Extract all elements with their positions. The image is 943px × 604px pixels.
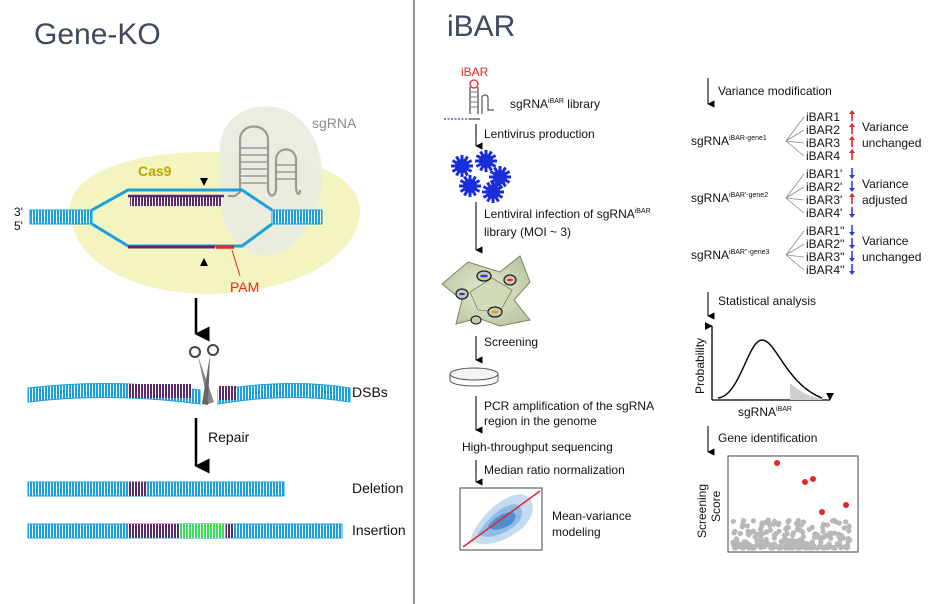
variance-note: Variance — [862, 234, 909, 248]
variance-note: Variance — [862, 177, 909, 191]
arrow-down-icon — [849, 181, 855, 192]
ibar-label: iBAR1' — [806, 167, 842, 181]
ibar-label: iBAR3'' — [806, 250, 845, 264]
sgrna-group-label: sgRNAiBAR'-gene2 — [691, 191, 768, 205]
ibar-label: iBAR1 — [806, 110, 840, 124]
deletion-label: Deletion — [352, 480, 403, 496]
pam-label: PAM — [230, 279, 259, 295]
sgrna-group-label: sgRNAiBAR''-gene3 — [691, 248, 770, 262]
gene-identification-step: Gene identification — [718, 431, 817, 445]
ibar-tag: iBAR — [461, 65, 489, 79]
insertion-segment — [180, 524, 226, 538]
ibar-label: iBAR4' — [806, 206, 842, 220]
end-5-label: 5' — [14, 219, 23, 233]
sgrna-group-2: sgRNAiBAR'-gene2 iBAR1'iBAR2'iBAR3'iBAR4'… — [691, 167, 909, 220]
normalization-step: Median ratio normalization — [484, 463, 625, 477]
statistical-analysis-step: Statistical analysis — [718, 294, 816, 308]
score-axis-label: Score — [709, 490, 723, 522]
arrow-up-icon — [849, 136, 855, 147]
variance-note: Variance — [862, 120, 909, 134]
ibar-label: iBAR4'' — [806, 263, 845, 277]
pcr-step: PCR amplification of the sgRNA — [484, 399, 654, 413]
probability-axis-label: Probability — [693, 338, 707, 394]
arrow-down-icon — [849, 225, 855, 236]
sgrna-axis-label: sgRNAiBAR — [738, 405, 792, 419]
pcr-step-line2: region in the genome — [484, 414, 597, 428]
ibar-title: iBAR — [447, 10, 515, 43]
dsbs-label: DSBs — [352, 384, 388, 400]
ibar-label: iBAR3 — [806, 136, 840, 150]
deletion-dna — [27, 481, 285, 497]
mean-variance-step-line2: modeling — [552, 525, 601, 539]
infection-step-line2: library (MOI ~ 3) — [484, 225, 571, 239]
lentivirus-step: Lentivirus production — [484, 127, 595, 141]
gene-ko-title: Gene-KO — [34, 18, 161, 51]
scissors-icon — [189, 344, 219, 405]
sgrna-label: sgRNA — [312, 115, 357, 131]
sgrna-stem-rungs — [241, 147, 295, 184]
arrow-down-icon — [849, 207, 855, 218]
sgrna-hairpin — [228, 125, 302, 198]
arrow-up-icon — [849, 193, 855, 204]
virus-particle-icon — [475, 150, 497, 172]
screening-score-plot — [727, 455, 859, 553]
cut-marker-top — [200, 178, 208, 186]
dna-right-duplex — [271, 209, 323, 225]
mean-variance-plot — [459, 487, 543, 551]
sgrna-group-3: sgRNAiBAR''-gene3 iBAR1''iBAR2''iBAR3''iB… — [691, 224, 921, 277]
ibar-label: iBAR1'' — [806, 224, 845, 238]
virus-particle-icon — [489, 166, 511, 188]
ibar-label: iBAR2 — [806, 123, 840, 137]
mean-variance-step: Mean-variance — [552, 509, 632, 523]
sgrna-group-label: sgRNAiBAR-gene1 — [691, 134, 767, 148]
variance-note-line2: unchanged — [862, 136, 921, 150]
repair-label: Repair — [208, 429, 250, 445]
screening-step: Screening — [484, 335, 538, 349]
infected-cells — [441, 255, 531, 327]
probability-density-plot — [704, 322, 834, 401]
ibar-label: iBAR2'' — [806, 237, 845, 251]
infection-step: Lentiviral infection of sgRNAiBAR — [484, 207, 651, 221]
arrow-down-icon — [849, 251, 855, 262]
petri-dish-icon — [449, 367, 499, 387]
variance-modification-step: Variance modification — [718, 84, 832, 98]
cas9-label: Cas9 — [138, 163, 172, 179]
virus-particle-icon — [451, 155, 473, 177]
sequencing-step: High-throughput sequencing — [462, 440, 613, 454]
variance-note-line2: adjusted — [862, 193, 907, 207]
virus-particle-icon — [459, 175, 481, 197]
library-step: sgRNAiBAR library — [510, 97, 600, 111]
insertion-label: Insertion — [352, 522, 406, 538]
sgrna-library-icon — [444, 79, 494, 120]
ibar-label: iBAR4 — [806, 149, 840, 163]
variance-note-line2: unchanged — [862, 250, 921, 264]
arrow-up-icon — [849, 110, 855, 121]
arrow-down-icon — [849, 168, 855, 179]
arrow-up-icon — [849, 123, 855, 134]
target-strand-top — [130, 196, 222, 206]
arrow-down-icon — [849, 264, 855, 275]
dna-left-duplex — [29, 209, 93, 225]
virus-particle-icon — [482, 181, 504, 203]
dsb-dna-right — [217, 382, 351, 405]
ibar-label: iBAR3' — [806, 193, 842, 207]
end-3-label: 3' — [14, 205, 23, 219]
arrow-down-icon — [849, 238, 855, 249]
arrow-up-icon — [849, 149, 855, 160]
cut-marker-bottom — [200, 258, 208, 266]
screening-axis-label: Screening — [695, 484, 709, 538]
ibar-label: iBAR2' — [806, 180, 842, 194]
lentivirus-particles — [451, 150, 511, 203]
